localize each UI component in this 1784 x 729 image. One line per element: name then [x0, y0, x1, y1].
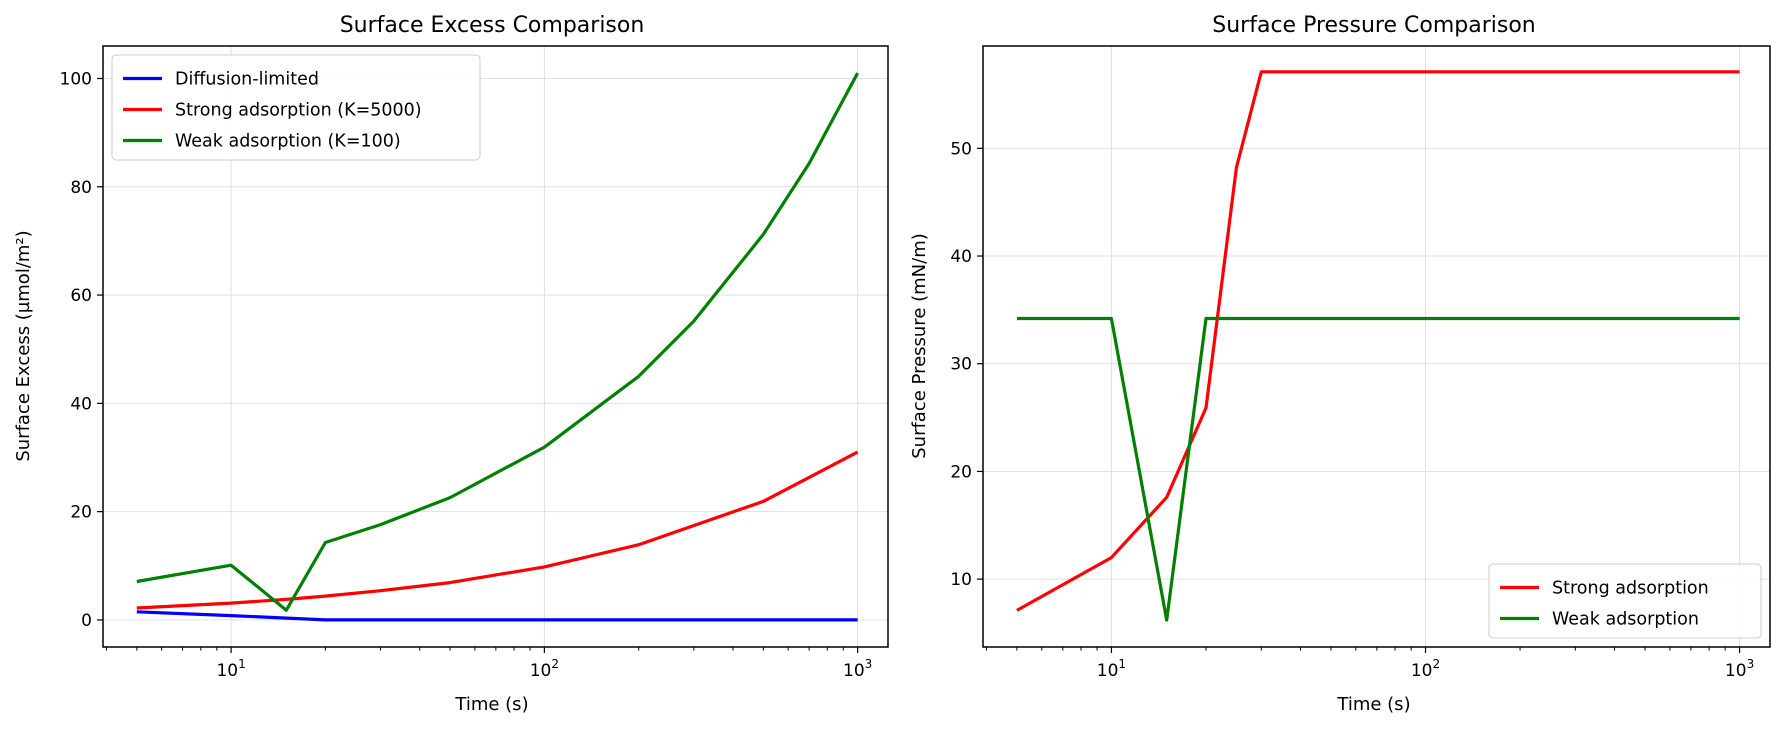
y-tick-label: 30: [950, 355, 972, 375]
x-tick-label: 103: [1725, 657, 1754, 681]
legend-label: Weak adsorption (K=100): [175, 132, 401, 152]
y-axis-label: Surface Pressure (mN/m): [909, 233, 930, 459]
legend: Diffusion-limited Strong adsorption (K=50…: [111, 54, 481, 161]
x-tick-label: 103: [843, 657, 872, 681]
series-lines: [1016, 70, 1740, 622]
y-tick-label: 40: [950, 247, 972, 267]
y-tick-label: 20: [70, 503, 92, 523]
legend: Strong adsorption Weak adsorption: [1488, 563, 1762, 639]
y-tick-label: 10: [950, 570, 972, 590]
x-axis-label: Time (s): [1336, 694, 1410, 715]
series-line-weak-adsorption-k-100: [136, 72, 860, 612]
x-tick-label: 101: [1097, 657, 1126, 681]
y-tick-label: 50: [950, 139, 972, 159]
legend-label: Strong adsorption (K=5000): [175, 101, 422, 121]
legend-label: Diffusion-limited: [175, 70, 319, 90]
axis-ticks: 10 20 30 40 50 101 102 103: [950, 139, 1754, 681]
surface-pressure-chart: Surface Pressure Comparison Time (s) Sur…: [909, 13, 1771, 715]
legend-box: [1488, 563, 1762, 639]
series-line-diffusion-limited: [136, 610, 858, 622]
x-axis-label: Time (s): [454, 694, 528, 715]
y-tick-label: 100: [60, 69, 92, 89]
legend-label: Strong adsorption: [1552, 579, 1709, 599]
surface-excess-chart: Surface Excess Comparison Time (s) Surfa…: [13, 13, 889, 715]
series-line-strong-adsorption-k-5000: [136, 450, 859, 610]
plot-frame: [982, 45, 1771, 648]
x-tick-label: 102: [530, 657, 559, 681]
chart-title: Surface Pressure Comparison: [1212, 13, 1535, 38]
legend-label: Weak adsorption: [1552, 610, 1699, 630]
axis-ticks: 0 20 40 60 80 100 101 102 103: [60, 69, 873, 681]
y-tick-label: 20: [950, 462, 972, 482]
legend-box: [111, 54, 481, 161]
series-lines: [136, 72, 860, 622]
y-tick-label: 80: [70, 178, 92, 198]
y-tick-label: 0: [81, 611, 92, 631]
x-tick-label: 101: [216, 657, 245, 681]
y-tick-label: 40: [70, 394, 92, 414]
series-line-strong-adsorption: [1016, 70, 1740, 612]
y-axis-label: Surface Excess (µmol/m²): [13, 230, 34, 461]
grid-lines: [983, 46, 1770, 647]
x-tick-label: 102: [1411, 657, 1440, 681]
y-tick-label: 60: [70, 286, 92, 306]
chart-title: Surface Excess Comparison: [340, 13, 645, 38]
series-line-weak-adsorption: [1016, 316, 1740, 622]
